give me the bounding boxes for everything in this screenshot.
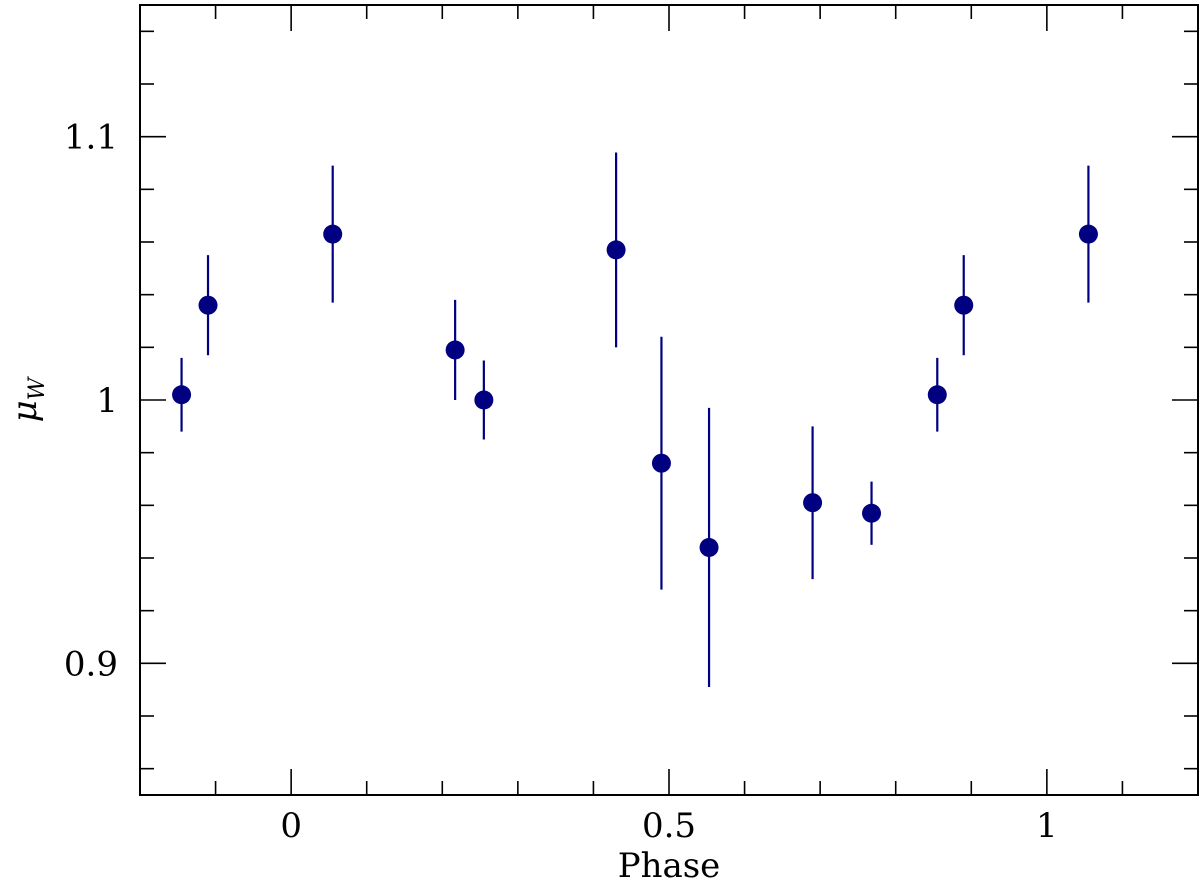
- data-point: [699, 537, 719, 557]
- data-point: [927, 385, 947, 405]
- data-point: [323, 224, 343, 244]
- data-point: [474, 390, 494, 410]
- y-axis-title-subscript: W: [25, 375, 50, 400]
- data-point: [651, 453, 671, 473]
- data-point: [172, 385, 192, 405]
- data-point: [1078, 224, 1098, 244]
- y-tick-label: 1: [96, 381, 118, 421]
- data-point: [862, 503, 882, 523]
- data-point: [445, 340, 465, 360]
- y-axis-title: μ: [5, 400, 45, 422]
- y-axis-title-group: μW: [5, 375, 50, 422]
- tick-labels: 0 0.5 1 0.9 1 1.1: [64, 118, 1058, 846]
- x-tick-label: 0: [280, 806, 302, 846]
- x-tick-label: 1: [1036, 806, 1058, 846]
- error-bars: [180, 152, 1090, 688]
- x-axis-title: Phase: [618, 846, 721, 882]
- tick-marks: [140, 5, 1198, 795]
- plot-frame: [139, 4, 1199, 796]
- svg-text:μW: μW: [5, 375, 50, 422]
- data-points: [172, 224, 1098, 557]
- data-point: [803, 493, 823, 513]
- data-point: [954, 295, 974, 315]
- data-point: [606, 240, 626, 260]
- x-tick-label: 0.5: [642, 806, 696, 846]
- y-tick-label: 1.1: [64, 118, 118, 158]
- data-point: [198, 295, 218, 315]
- y-tick-label: 0.9: [64, 644, 118, 684]
